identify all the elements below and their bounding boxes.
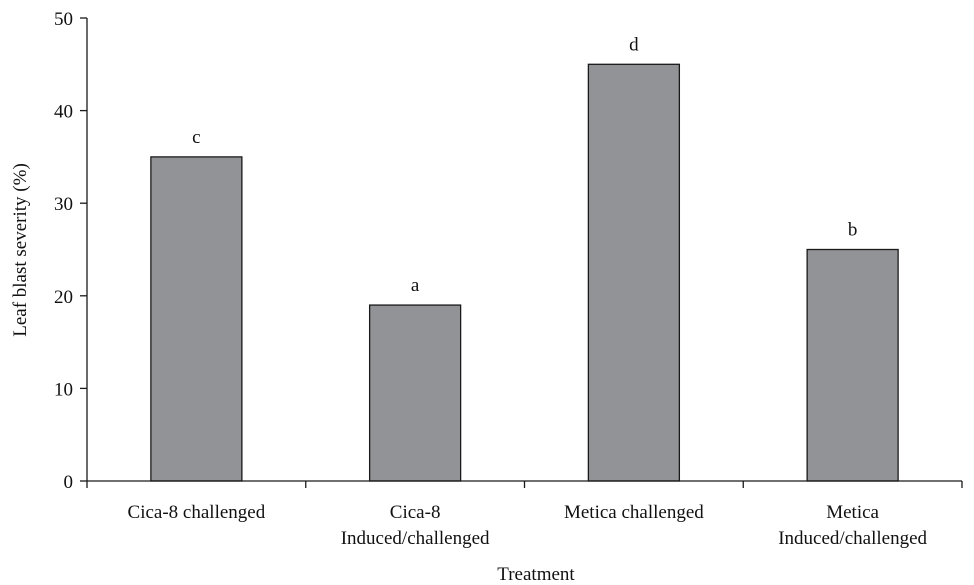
y-tick-label: 50 — [54, 9, 73, 30]
bar-data-label: b — [848, 220, 858, 241]
y-tick-label: 40 — [54, 102, 73, 123]
x-category-label: Cica-8 challenged — [128, 502, 266, 523]
bar — [587, 63, 681, 482]
bar-data-label: d — [629, 34, 639, 55]
y-tick-label: 0 — [64, 472, 74, 493]
x-category-label: Cica-8 — [390, 502, 441, 523]
x-category-label: Induced/challenged — [778, 528, 927, 549]
bar-data-label: a — [411, 275, 420, 296]
x-category-label: Metica challenged — [564, 502, 704, 523]
x-category-label: Metica — [826, 502, 879, 523]
ticks-group: 0 10 20 30 40 50 — [54, 9, 963, 493]
x-category-label: Induced/challenged — [341, 528, 490, 549]
bar — [150, 156, 243, 482]
bar — [368, 304, 462, 482]
bar — [806, 248, 899, 482]
category-labels-group: Cica-8 challenged Cica-8 Induced/challenge… — [128, 502, 928, 549]
data-labels-group: c a d b — [192, 34, 857, 296]
y-tick-label: 10 — [54, 379, 73, 400]
y-tick-label: 20 — [54, 287, 73, 308]
x-axis-title: Treatment — [497, 564, 575, 585]
y-axis-title: Leaf blast severity (%) — [10, 163, 31, 337]
bar-data-label: c — [192, 127, 200, 148]
y-tick-label: 30 — [54, 194, 73, 215]
bars-group — [150, 63, 899, 482]
